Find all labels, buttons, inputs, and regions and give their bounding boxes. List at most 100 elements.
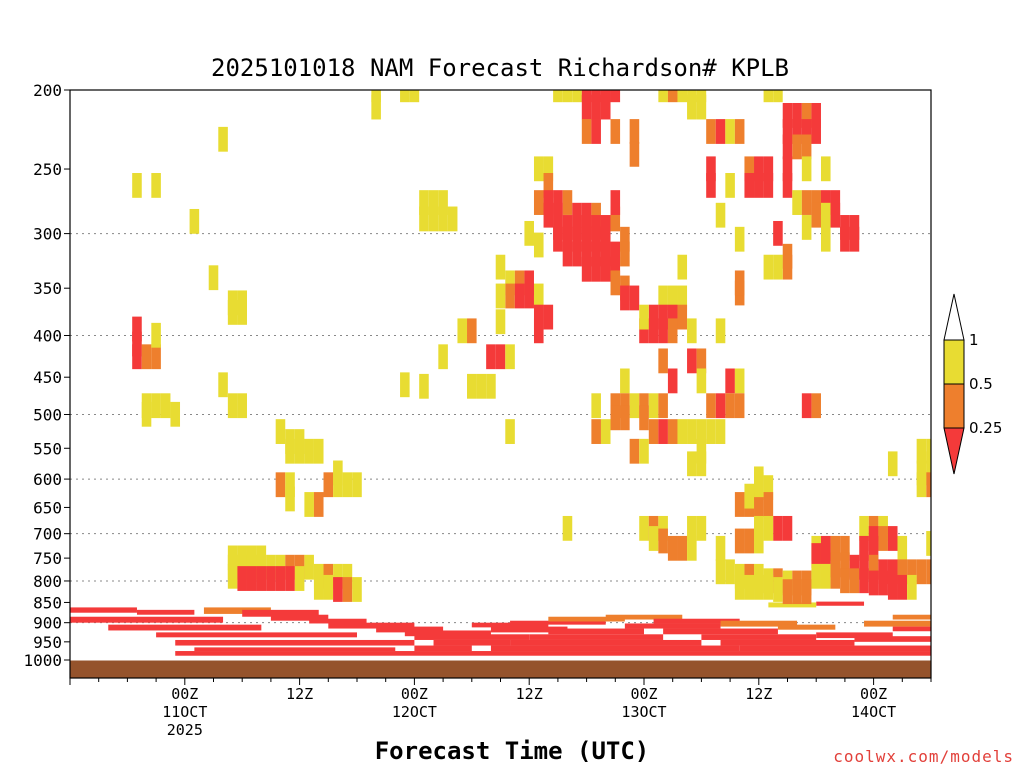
richardson-cell — [237, 566, 247, 591]
richardson-cell — [581, 256, 592, 282]
richardson-cell — [533, 232, 544, 258]
richardson-cell — [725, 559, 735, 585]
richardson-cell — [275, 566, 286, 591]
richardson-cell — [629, 119, 640, 144]
richardson-cell — [495, 283, 506, 309]
richardson-band — [892, 614, 931, 620]
richardson-cell — [610, 90, 621, 103]
richardson-cell — [438, 344, 448, 370]
richardson-cell — [667, 318, 678, 344]
richardson-cell — [907, 559, 917, 585]
richardson-cell — [141, 401, 152, 427]
richardson-cell — [715, 202, 726, 228]
richardson-cell — [897, 535, 908, 561]
richardson-cell — [667, 90, 678, 103]
richardson-cell — [763, 515, 774, 541]
richardson-cell — [658, 304, 668, 330]
richardson-cell — [696, 515, 707, 541]
richardson-band — [864, 620, 931, 627]
richardson-cell — [677, 419, 688, 444]
richardson-cell — [859, 515, 869, 541]
richardson-band — [108, 624, 262, 631]
richardson-cell — [141, 344, 152, 370]
richardson-cell — [543, 173, 554, 198]
richardson-cell — [696, 451, 707, 477]
richardson-cell — [620, 285, 630, 311]
richardson-cell — [371, 94, 381, 120]
richardson-cell — [830, 202, 841, 228]
richardson-band — [510, 639, 702, 646]
x-tick-label: 00Z — [401, 685, 428, 703]
richardson-cell — [725, 393, 735, 419]
richardson-cell — [734, 574, 745, 600]
richardson-cell — [581, 119, 592, 144]
richardson-cell — [801, 393, 812, 419]
richardson-cell — [591, 94, 601, 120]
richardson-cell — [610, 206, 621, 232]
richardson-cell — [639, 438, 649, 464]
richardson-cell — [763, 254, 774, 280]
richardson-cell — [715, 559, 726, 585]
richardson-band — [242, 609, 319, 617]
richardson-cell — [658, 318, 668, 344]
richardson-cell — [352, 472, 362, 498]
richardson-cell — [170, 401, 181, 427]
richardson-cell — [514, 270, 525, 296]
richardson-cell — [533, 283, 544, 309]
y-tick-label: 550 — [33, 439, 62, 458]
richardson-cell — [706, 419, 716, 444]
richardson-cell — [533, 304, 544, 330]
richardson-cell — [687, 419, 697, 444]
richardson-cell — [878, 526, 888, 551]
y-tick-label: 300 — [33, 225, 62, 244]
richardson-cell — [859, 535, 869, 561]
richardson-cell — [792, 102, 802, 128]
richardson-cell — [801, 215, 812, 240]
richardson-cell — [754, 156, 764, 182]
richardson-cell — [294, 566, 305, 591]
richardson-cell — [333, 577, 343, 602]
richardson-cell — [763, 574, 774, 600]
y-tick-label: 250 — [33, 160, 62, 179]
richardson-cell — [648, 419, 659, 444]
richardson-cell — [715, 393, 726, 419]
y-tick-label: 350 — [33, 279, 62, 298]
richardson-cell — [849, 226, 860, 252]
richardson-cell — [543, 304, 554, 330]
richardson-cell — [553, 226, 563, 252]
richardson-cell — [227, 300, 238, 325]
richardson-cell — [677, 254, 688, 280]
richardson-cell — [266, 566, 276, 591]
richardson-cell — [763, 156, 774, 182]
richardson-cell — [524, 283, 534, 309]
x-tick-label: 00Z — [630, 685, 657, 703]
richardson-cell — [696, 438, 707, 464]
richardson-band — [433, 639, 511, 646]
richardson-cell — [687, 535, 697, 561]
richardson-cell — [801, 102, 812, 128]
richardson-cell — [725, 368, 735, 394]
richardson-cell — [591, 226, 601, 252]
richardson-cell — [907, 574, 917, 600]
richardson-cell — [610, 270, 621, 296]
richardson-cell — [581, 241, 592, 267]
richardson-cell — [600, 241, 611, 267]
richardson-band — [739, 645, 931, 652]
richardson-cell — [706, 156, 716, 182]
richardson-band — [194, 647, 396, 652]
richardson-cell — [820, 202, 831, 228]
richardson-band — [663, 628, 778, 635]
richardson-cell — [543, 202, 554, 228]
richardson-cell — [227, 393, 238, 419]
richardson-cell — [208, 265, 219, 291]
richardson-cell — [849, 568, 860, 594]
richardson-cell — [744, 173, 755, 198]
richardson-cell — [533, 156, 544, 182]
y-tick-label: 700 — [33, 525, 62, 544]
richardson-cell — [658, 515, 668, 541]
richardson-cell — [610, 190, 621, 215]
x-tick-label: 2025 — [167, 721, 203, 739]
richardson-cell — [811, 543, 821, 568]
richardson-cell — [486, 344, 496, 370]
richardson-cell — [820, 226, 831, 252]
